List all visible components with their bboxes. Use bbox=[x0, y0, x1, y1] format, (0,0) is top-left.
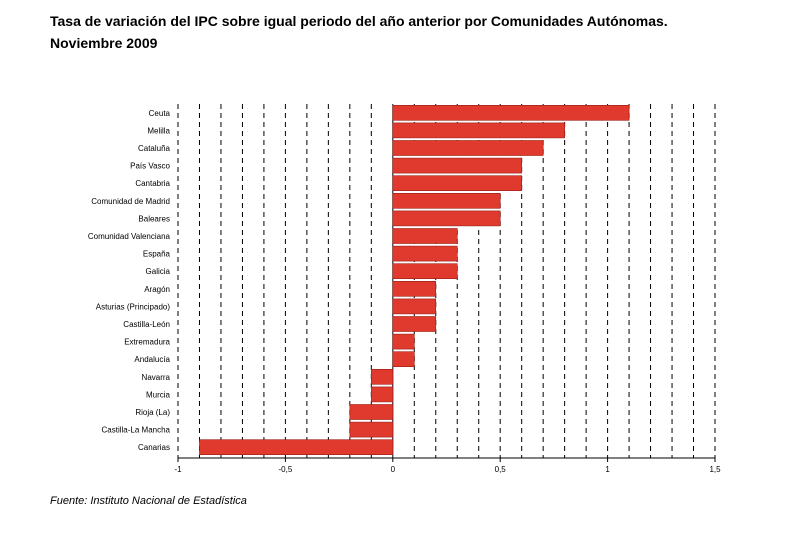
bar bbox=[392, 351, 415, 368]
category-label: Andalucía bbox=[134, 355, 170, 364]
category-label: Ceuta bbox=[149, 109, 171, 118]
bar bbox=[392, 280, 437, 297]
bar bbox=[371, 368, 394, 385]
category-label: Castilla-La Mancha bbox=[102, 426, 171, 435]
bar bbox=[392, 228, 458, 244]
x-tick-label: 0 bbox=[391, 465, 396, 474]
category-label: Cantabria bbox=[135, 179, 170, 188]
category-label: País Vasco bbox=[130, 162, 170, 171]
category-label: Canarias bbox=[138, 443, 170, 452]
category-label: Comunidad Valenciana bbox=[88, 232, 171, 241]
category-label: Aragón bbox=[144, 285, 170, 294]
bar bbox=[392, 105, 630, 121]
category-label: Asturias (Principado) bbox=[96, 302, 171, 311]
bar bbox=[199, 439, 394, 456]
category-label: Melilla bbox=[147, 126, 170, 135]
bar bbox=[392, 263, 458, 280]
category-label: España bbox=[143, 250, 171, 259]
category-labels: Ceuta Melilla Cataluña País Vasco Cantabria C… bbox=[88, 109, 171, 452]
bar bbox=[392, 140, 544, 156]
x-tick-label: 0,5 bbox=[495, 465, 507, 474]
bar bbox=[392, 175, 522, 191]
source-note: Fuente: Instituto Nacional de Estadístic… bbox=[50, 495, 247, 507]
bar bbox=[392, 316, 437, 332]
x-tick-label: 1 bbox=[605, 465, 610, 474]
bar bbox=[349, 404, 394, 420]
x-axis: -1 -0,5 0 0,5 1 1,5 bbox=[174, 457, 721, 474]
category-label: Murcia bbox=[146, 390, 171, 399]
bar bbox=[392, 210, 501, 227]
bar bbox=[371, 386, 394, 403]
category-label: Rioja (La) bbox=[135, 408, 170, 417]
chart-title-line1: Tasa de variación del IPC sobre igual pe… bbox=[50, 13, 668, 29]
category-label: Castilla-León bbox=[123, 320, 170, 329]
category-label: Baleares bbox=[138, 214, 170, 223]
category-label: Cataluña bbox=[138, 144, 171, 153]
chart-title-line2: Noviembre 2009 bbox=[50, 35, 158, 51]
bar bbox=[392, 157, 522, 174]
bar bbox=[392, 298, 437, 315]
bars bbox=[199, 105, 630, 456]
bar bbox=[392, 193, 501, 209]
x-tick-label: -1 bbox=[174, 465, 182, 474]
category-label: Extremadura bbox=[124, 338, 170, 347]
bar bbox=[349, 421, 394, 438]
x-tick-label: -0,5 bbox=[279, 465, 293, 474]
bar bbox=[392, 245, 458, 262]
x-tick-label: 1,5 bbox=[709, 465, 721, 474]
category-label: Galicia bbox=[146, 267, 171, 276]
category-label: Navarra bbox=[142, 373, 171, 382]
grid-lines bbox=[177, 104, 716, 458]
category-label: Comunidad de Madrid bbox=[91, 197, 170, 206]
chart-title: Tasa de variación del IPC sobre igual pe… bbox=[50, 10, 750, 54]
bar bbox=[392, 122, 565, 139]
bar bbox=[392, 333, 415, 350]
